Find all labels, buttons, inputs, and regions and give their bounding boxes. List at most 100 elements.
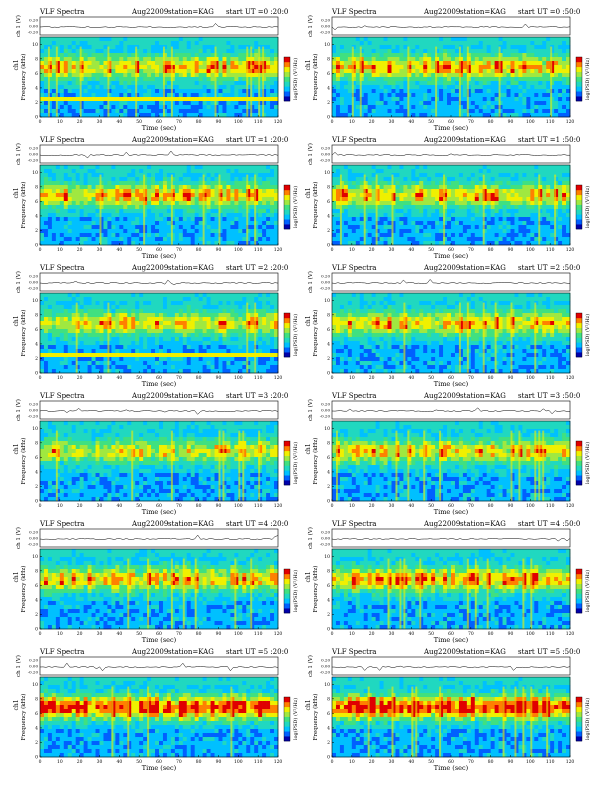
spectrogram-cell: [44, 89, 48, 93]
spectrogram-cell: [550, 173, 554, 177]
spectrogram-cell: [503, 189, 507, 193]
spectrogram-cell: [376, 93, 380, 97]
spectrogram-cell: [254, 113, 258, 117]
spectrogram-cell: [507, 105, 511, 109]
spectrogram-cell: [234, 65, 238, 69]
spectrogram-cell: [348, 73, 352, 77]
spectrogram-cell: [242, 173, 246, 177]
spectrogram-cell: [40, 113, 44, 117]
spectrogram-cell: [479, 101, 483, 105]
y-tick-label: 10: [32, 170, 38, 176]
spectrogram-cell: [503, 41, 507, 45]
spectrogram-cell: [44, 165, 48, 169]
spectrogram-cell: [68, 217, 72, 221]
spectrogram-cell: [207, 101, 211, 105]
spectrogram-cell: [187, 169, 191, 173]
spectrogram-cell: [479, 217, 483, 221]
spectrogram-cell: [511, 229, 515, 233]
spectrogram-cell: [431, 37, 435, 41]
spectrogram-cell: [159, 77, 163, 81]
spectrogram-cell: [348, 189, 352, 193]
spectrogram-cell: [332, 57, 336, 61]
spectrogram-cell: [199, 197, 203, 201]
spectrogram-ylabel-frequency: Frequency (kHz): [20, 182, 27, 229]
spectrogram-cell: [222, 165, 226, 169]
spectrogram-cell: [542, 229, 546, 233]
spectrogram-cell: [419, 101, 423, 105]
spectrogram-cell: [419, 197, 423, 201]
spectrogram-cell: [546, 241, 550, 245]
spectrogram-cell: [123, 65, 127, 69]
spectrogram-cell: [554, 61, 558, 65]
spectrogram-cell: [44, 93, 48, 97]
spectrogram-cell: [68, 69, 72, 73]
spectrogram-cell: [447, 109, 451, 113]
spectrogram-cell: [471, 97, 475, 101]
spectrogram-cell: [40, 101, 44, 105]
spectrogram-cell: [344, 205, 348, 209]
spectrogram-cell: [68, 193, 72, 197]
spectrogram-cell: [411, 185, 415, 189]
spectrogram-cell: [72, 105, 76, 109]
spectrogram-cell: [336, 229, 340, 233]
spectrogram-cell: [514, 77, 518, 81]
spectrogram-cell: [215, 197, 219, 201]
spectrogram-cell: [72, 189, 76, 193]
spectrogram-cell: [467, 241, 471, 245]
x-tick-label: 120: [274, 119, 283, 125]
spectrogram-cell: [348, 225, 352, 229]
spectrogram-cell: [530, 221, 534, 225]
spectrogram-cell: [368, 197, 372, 201]
colorbar-segment: [576, 67, 582, 72]
spectrogram-cell: [191, 169, 195, 173]
spectrogram-cell: [103, 37, 107, 41]
spectrogram-cell: [411, 61, 415, 65]
spectrogram-cell: [435, 169, 439, 173]
spectrogram-cell: [234, 93, 238, 97]
spectrogram-cell: [419, 45, 423, 49]
spectrogram-cell: [262, 181, 266, 185]
spectrogram-cell: [368, 37, 372, 41]
spectrogram-cell: [364, 113, 368, 117]
spectrogram-cell: [384, 97, 388, 101]
spectrogram-cell: [40, 165, 44, 169]
spectrogram-cell: [415, 81, 419, 85]
spectrogram-cell: [187, 197, 191, 201]
spectrogram-cell: [380, 169, 384, 173]
spectrogram-cell: [72, 49, 76, 53]
spectrogram-cell: [155, 109, 159, 113]
spectrogram-cell: [242, 77, 246, 81]
spectrogram-cell: [215, 37, 219, 41]
spectrogram-cell: [147, 181, 151, 185]
spectrogram-cell: [44, 69, 48, 73]
spectrogram-cell: [151, 165, 155, 169]
spectrogram-cell: [336, 37, 340, 41]
spectrogram-cell: [159, 181, 163, 185]
spectrogram-cell: [266, 65, 270, 69]
spectrogram-cell: [491, 109, 495, 113]
spectrogram-cell: [226, 193, 230, 197]
spectrogram-cell: [175, 169, 179, 173]
spectrogram-cell: [503, 109, 507, 113]
spectrogram-cell: [230, 189, 234, 193]
spectrogram-cell: [199, 213, 203, 217]
spectrogram-cell: [403, 45, 407, 49]
spectrogram-cell: [554, 109, 558, 113]
spectrogram-cell: [92, 109, 96, 113]
spectrogram-cell: [230, 165, 234, 169]
spectrogram-cell: [72, 61, 76, 65]
spectrogram-cell: [534, 217, 538, 221]
spectrogram-cell: [423, 225, 427, 229]
spectrogram-cell: [467, 237, 471, 241]
spectrogram-cell: [380, 57, 384, 61]
spectrogram-cell: [175, 69, 179, 73]
spectrogram-cell: [175, 193, 179, 197]
spectrogram-cell: [238, 229, 242, 233]
spectrogram-cell: [211, 73, 215, 77]
spectrogram-cell: [167, 169, 171, 173]
spectrogram-cell: [562, 105, 566, 109]
spectrogram-cell: [68, 93, 72, 97]
spectrogram-cell: [562, 109, 566, 113]
spectrogram-cell: [274, 197, 278, 201]
spectrogram-cell: [455, 189, 459, 193]
